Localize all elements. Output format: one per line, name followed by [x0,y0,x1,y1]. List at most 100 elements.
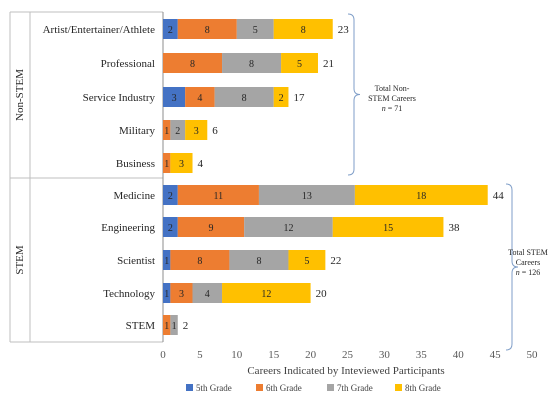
bar-segment-6th-grade [185,87,215,107]
category-label-service-industry: Service Industry [83,92,156,104]
category-label-technology: Technology [103,288,155,300]
category-label-business: Business [116,158,155,170]
data-label: 2 [168,223,173,234]
data-label: 9 [208,223,213,234]
group-labels: Non-STEM STEM [14,69,26,275]
data-label: 12 [283,223,293,234]
category-labels: Artist/Entertainer/Athlete Professional Se… [43,24,156,332]
data-label: 1 [164,126,169,137]
bar-segment-7th-grade [214,87,274,107]
category-label-scientist: Scientist [117,255,155,267]
bar-segment-6th-grade [163,153,171,173]
annotation-stem-line: Careers [516,258,540,267]
data-label: 8 [242,93,247,104]
bar-segment-8th-grade [185,120,208,140]
bar-segment-6th-grade [170,283,193,303]
x-tick-label: 15 [268,349,280,361]
bar-segment-8th-grade [273,87,289,107]
bar-segment-6th-grade [170,250,230,270]
data-label: 2 [279,93,284,104]
data-label: 1 [164,321,169,332]
bar-segment-8th-grade [170,153,193,173]
bar-segment-6th-grade [177,185,259,205]
bar-segment-7th-grade [170,120,186,140]
group-label-non-stem: Non-STEM [14,69,26,121]
category-label-professional: Professional [101,58,155,70]
data-label: 1 [164,159,169,170]
bar-segment-5th-grade [163,185,178,205]
data-label: 15 [383,223,393,234]
data-label: 12 [261,289,271,300]
data-label: 3 [172,93,177,104]
legend-label-7th-grade: 7th Grade [337,383,373,393]
data-label: 13 [302,191,312,202]
annotation-non-stem-n: n = 71 [382,104,403,113]
total-label: 6 [212,125,218,137]
legend: 5th Grade 6th Grade 7th Grade 8th Grade [186,383,441,393]
total-label: 23 [338,24,350,36]
category-label-military: Military [119,125,156,137]
data-label: 3 [179,159,184,170]
bar-segment-5th-grade [163,217,178,237]
x-tick-label: 40 [453,349,465,361]
legend-label-8th-grade: 8th Grade [405,383,441,393]
bar-segment-8th-grade [354,185,488,205]
bar-segment-7th-grade [192,283,223,303]
legend-swatch-7th-grade [327,384,334,391]
category-label-stem: STEM [126,320,156,332]
data-label: 18 [416,191,426,202]
annotation-stem-line: Total STEM [508,248,548,257]
annotation-stem-n: n = 126 [516,268,541,277]
bar-segment-6th-grade [163,53,223,73]
category-label-medicine: Medicine [113,190,155,202]
bar-segment-7th-grade [222,53,282,73]
group-label-stem: STEM [14,245,26,275]
annotation-non-stem-line: STEM Careers [368,94,416,103]
total-label: 21 [323,58,334,70]
total-label: 4 [198,158,204,170]
bar-segment-8th-grade [281,53,318,73]
bars: 2 8 5 8 238 8 5 213 4 8 2 171 2 3 61 3 42 11 13 18 442 9 12 15 3… [163,19,504,335]
x-tick-label: 35 [416,349,428,361]
bar-segment-8th-grade [273,19,333,39]
data-label: 8 [249,59,254,70]
bar-segment-6th-grade [177,217,245,237]
x-tick-label: 50 [527,349,539,361]
data-label: 5 [297,59,302,70]
total-label: 22 [330,255,341,267]
x-axis-label: Careers Indicated by Inteviewed Particip… [247,365,444,377]
bar-segment-5th-grade [163,250,171,270]
bar-segment-7th-grade [170,315,178,335]
bar-segment-7th-grade [229,250,289,270]
bar-segment-7th-grade [236,19,274,39]
annotation-non-stem-line: Total Non- [375,84,410,93]
x-tick-label: 0 [160,349,166,361]
annotation-non-stem-n-value: = 71 [386,104,403,113]
category-label-artist-entertainer-athlete: Artist/Entertainer/Athlete [43,24,156,36]
data-label: 5 [304,256,309,267]
data-label: 8 [190,59,195,70]
annotation-non-stem-n-symbol: n [382,104,386,113]
bar-segment-5th-grade [163,87,186,107]
data-label: 2 [168,191,173,202]
data-label: 3 [194,126,199,137]
legend-swatch-5th-grade [186,384,193,391]
x-tick-label: 30 [379,349,391,361]
legend-swatch-6th-grade [256,384,263,391]
x-tick-label: 45 [490,349,502,361]
x-axis: 0 5 10 15 20 25 30 35 40 45 50 [160,349,538,361]
bar-segment-8th-grade [222,283,311,303]
bar-segment-7th-grade [244,217,333,237]
brace-stem [505,183,519,351]
data-label: 1 [172,321,177,332]
legend-swatch-8th-grade [395,384,402,391]
data-label: 1 [164,256,169,267]
annotation-stem-n-value: = 126 [520,268,541,277]
data-label: 8 [205,25,210,36]
category-label-engineering: Engineering [101,222,155,234]
data-label: 4 [205,289,210,300]
bar-segment-8th-grade [332,217,444,237]
data-label: 11 [214,191,224,202]
